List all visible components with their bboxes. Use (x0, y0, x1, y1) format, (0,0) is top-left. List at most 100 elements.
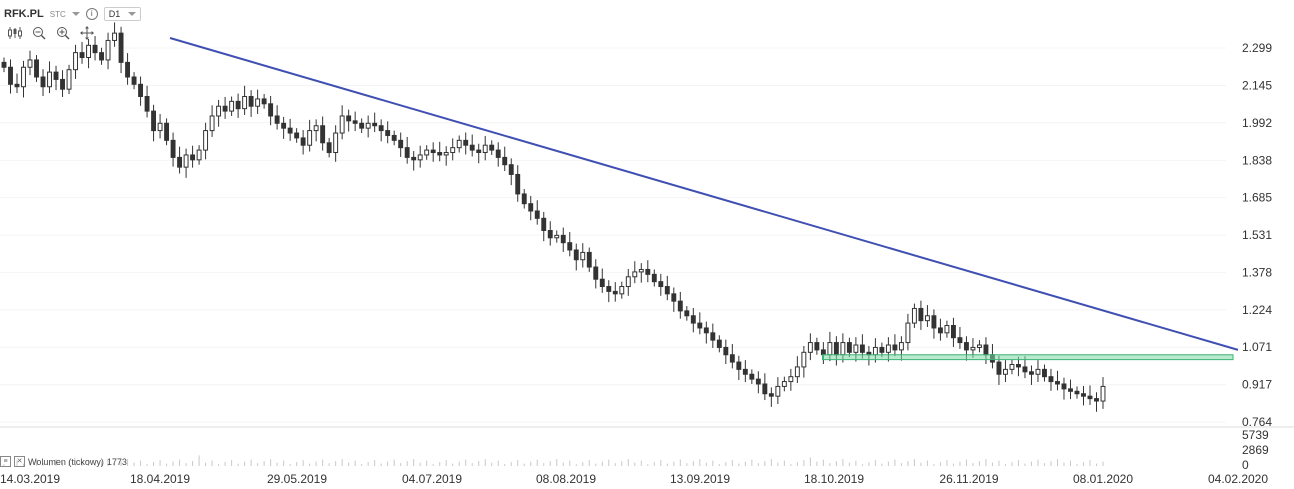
y-tick-label: 0.917 (1242, 378, 1272, 392)
candle (489, 144, 495, 151)
candle (274, 115, 280, 124)
candle (255, 98, 261, 107)
candle (281, 122, 287, 129)
candle (697, 322, 703, 329)
candle (66, 69, 72, 90)
candle (1009, 363, 1015, 370)
candle (996, 361, 1002, 375)
x-tick-label: 04.02.2020 (1208, 472, 1268, 486)
candle (872, 346, 878, 356)
candle (892, 344, 898, 351)
chevron-down-icon[interactable] (71, 12, 80, 16)
candle (1, 61, 7, 68)
settings-icon[interactable]: ≡ (0, 456, 11, 467)
candle (105, 39, 111, 61)
candle (313, 125, 319, 132)
candle (47, 71, 52, 88)
candle (14, 83, 20, 88)
candle (40, 76, 46, 88)
candle (157, 122, 163, 132)
y-tick-label: 1.071 (1242, 340, 1272, 354)
candle (859, 344, 865, 353)
candle (840, 342, 846, 356)
x-tick-label: 08.08.2019 (536, 472, 596, 486)
close-icon[interactable]: ✕ (14, 456, 25, 467)
candle (456, 139, 462, 149)
zoom-out-icon[interactable] (32, 26, 46, 40)
candle (463, 139, 469, 146)
candle (632, 271, 638, 278)
y-tick-label: 1.378 (1242, 265, 1272, 279)
candle (495, 149, 501, 158)
y-tick-label: 2.299 (1242, 41, 1272, 55)
candle (846, 342, 852, 353)
candle (580, 251, 586, 261)
candle (931, 315, 937, 329)
candle (118, 32, 124, 63)
volume-label: Wolumen (tickowy) (28, 456, 104, 467)
candle (827, 342, 833, 356)
market-label[interactable]: STC (49, 9, 66, 19)
x-tick-label: 08.01.2020 (1073, 472, 1133, 486)
candle (833, 342, 839, 356)
candle (781, 381, 787, 387)
candle (515, 173, 521, 195)
candle (203, 130, 209, 151)
candle (391, 134, 397, 141)
candle (645, 268, 651, 275)
candle (554, 234, 560, 239)
y-tick-label: 2.145 (1242, 79, 1272, 93)
candle (424, 149, 430, 156)
candles-icon[interactable] (8, 26, 22, 40)
candle (547, 229, 553, 239)
candle (125, 61, 131, 78)
info-icon[interactable]: i (85, 8, 98, 20)
candle (794, 366, 800, 378)
candle (268, 103, 274, 117)
candle (612, 290, 618, 295)
candle (736, 361, 742, 370)
y-tick-label: 1.685 (1242, 191, 1272, 205)
zoom-in-icon[interactable] (56, 26, 70, 40)
candle (112, 32, 118, 41)
candle (8, 66, 13, 85)
candle (924, 315, 930, 322)
candle (957, 337, 963, 344)
candle (99, 52, 104, 61)
candle (138, 83, 144, 97)
trend-line (169, 37, 1239, 351)
candle (144, 95, 150, 112)
candle (1074, 390, 1080, 395)
candle (976, 344, 982, 348)
candle (541, 217, 547, 231)
y-tick-label: 1.531 (1242, 228, 1272, 242)
candle (898, 342, 904, 351)
candle (339, 115, 345, 134)
x-tick-label: 29.05.2019 (267, 472, 327, 486)
candle (86, 44, 91, 59)
candle (320, 125, 326, 144)
move-icon[interactable] (80, 26, 94, 40)
candle (437, 152, 443, 156)
chart-toolbar (8, 26, 94, 40)
candle (970, 346, 976, 351)
symbol-label[interactable]: RFK.PL (4, 8, 44, 20)
x-tick-label: 04.07.2019 (402, 472, 462, 486)
x-tick-label: 26.11.2019 (939, 472, 998, 486)
candle (261, 98, 267, 105)
candle (1081, 393, 1086, 397)
y-tick-label: 0.764 (1242, 415, 1272, 429)
timeframe-select[interactable]: D1 (103, 7, 142, 21)
candle (684, 310, 690, 317)
candle (755, 378, 761, 385)
candle (528, 203, 534, 212)
candle (79, 52, 85, 59)
candle (1100, 385, 1106, 402)
candle (222, 105, 228, 112)
candle (534, 210, 540, 219)
candle (664, 286, 670, 295)
candle (359, 122, 365, 129)
candle (963, 342, 969, 351)
candle (398, 139, 404, 149)
